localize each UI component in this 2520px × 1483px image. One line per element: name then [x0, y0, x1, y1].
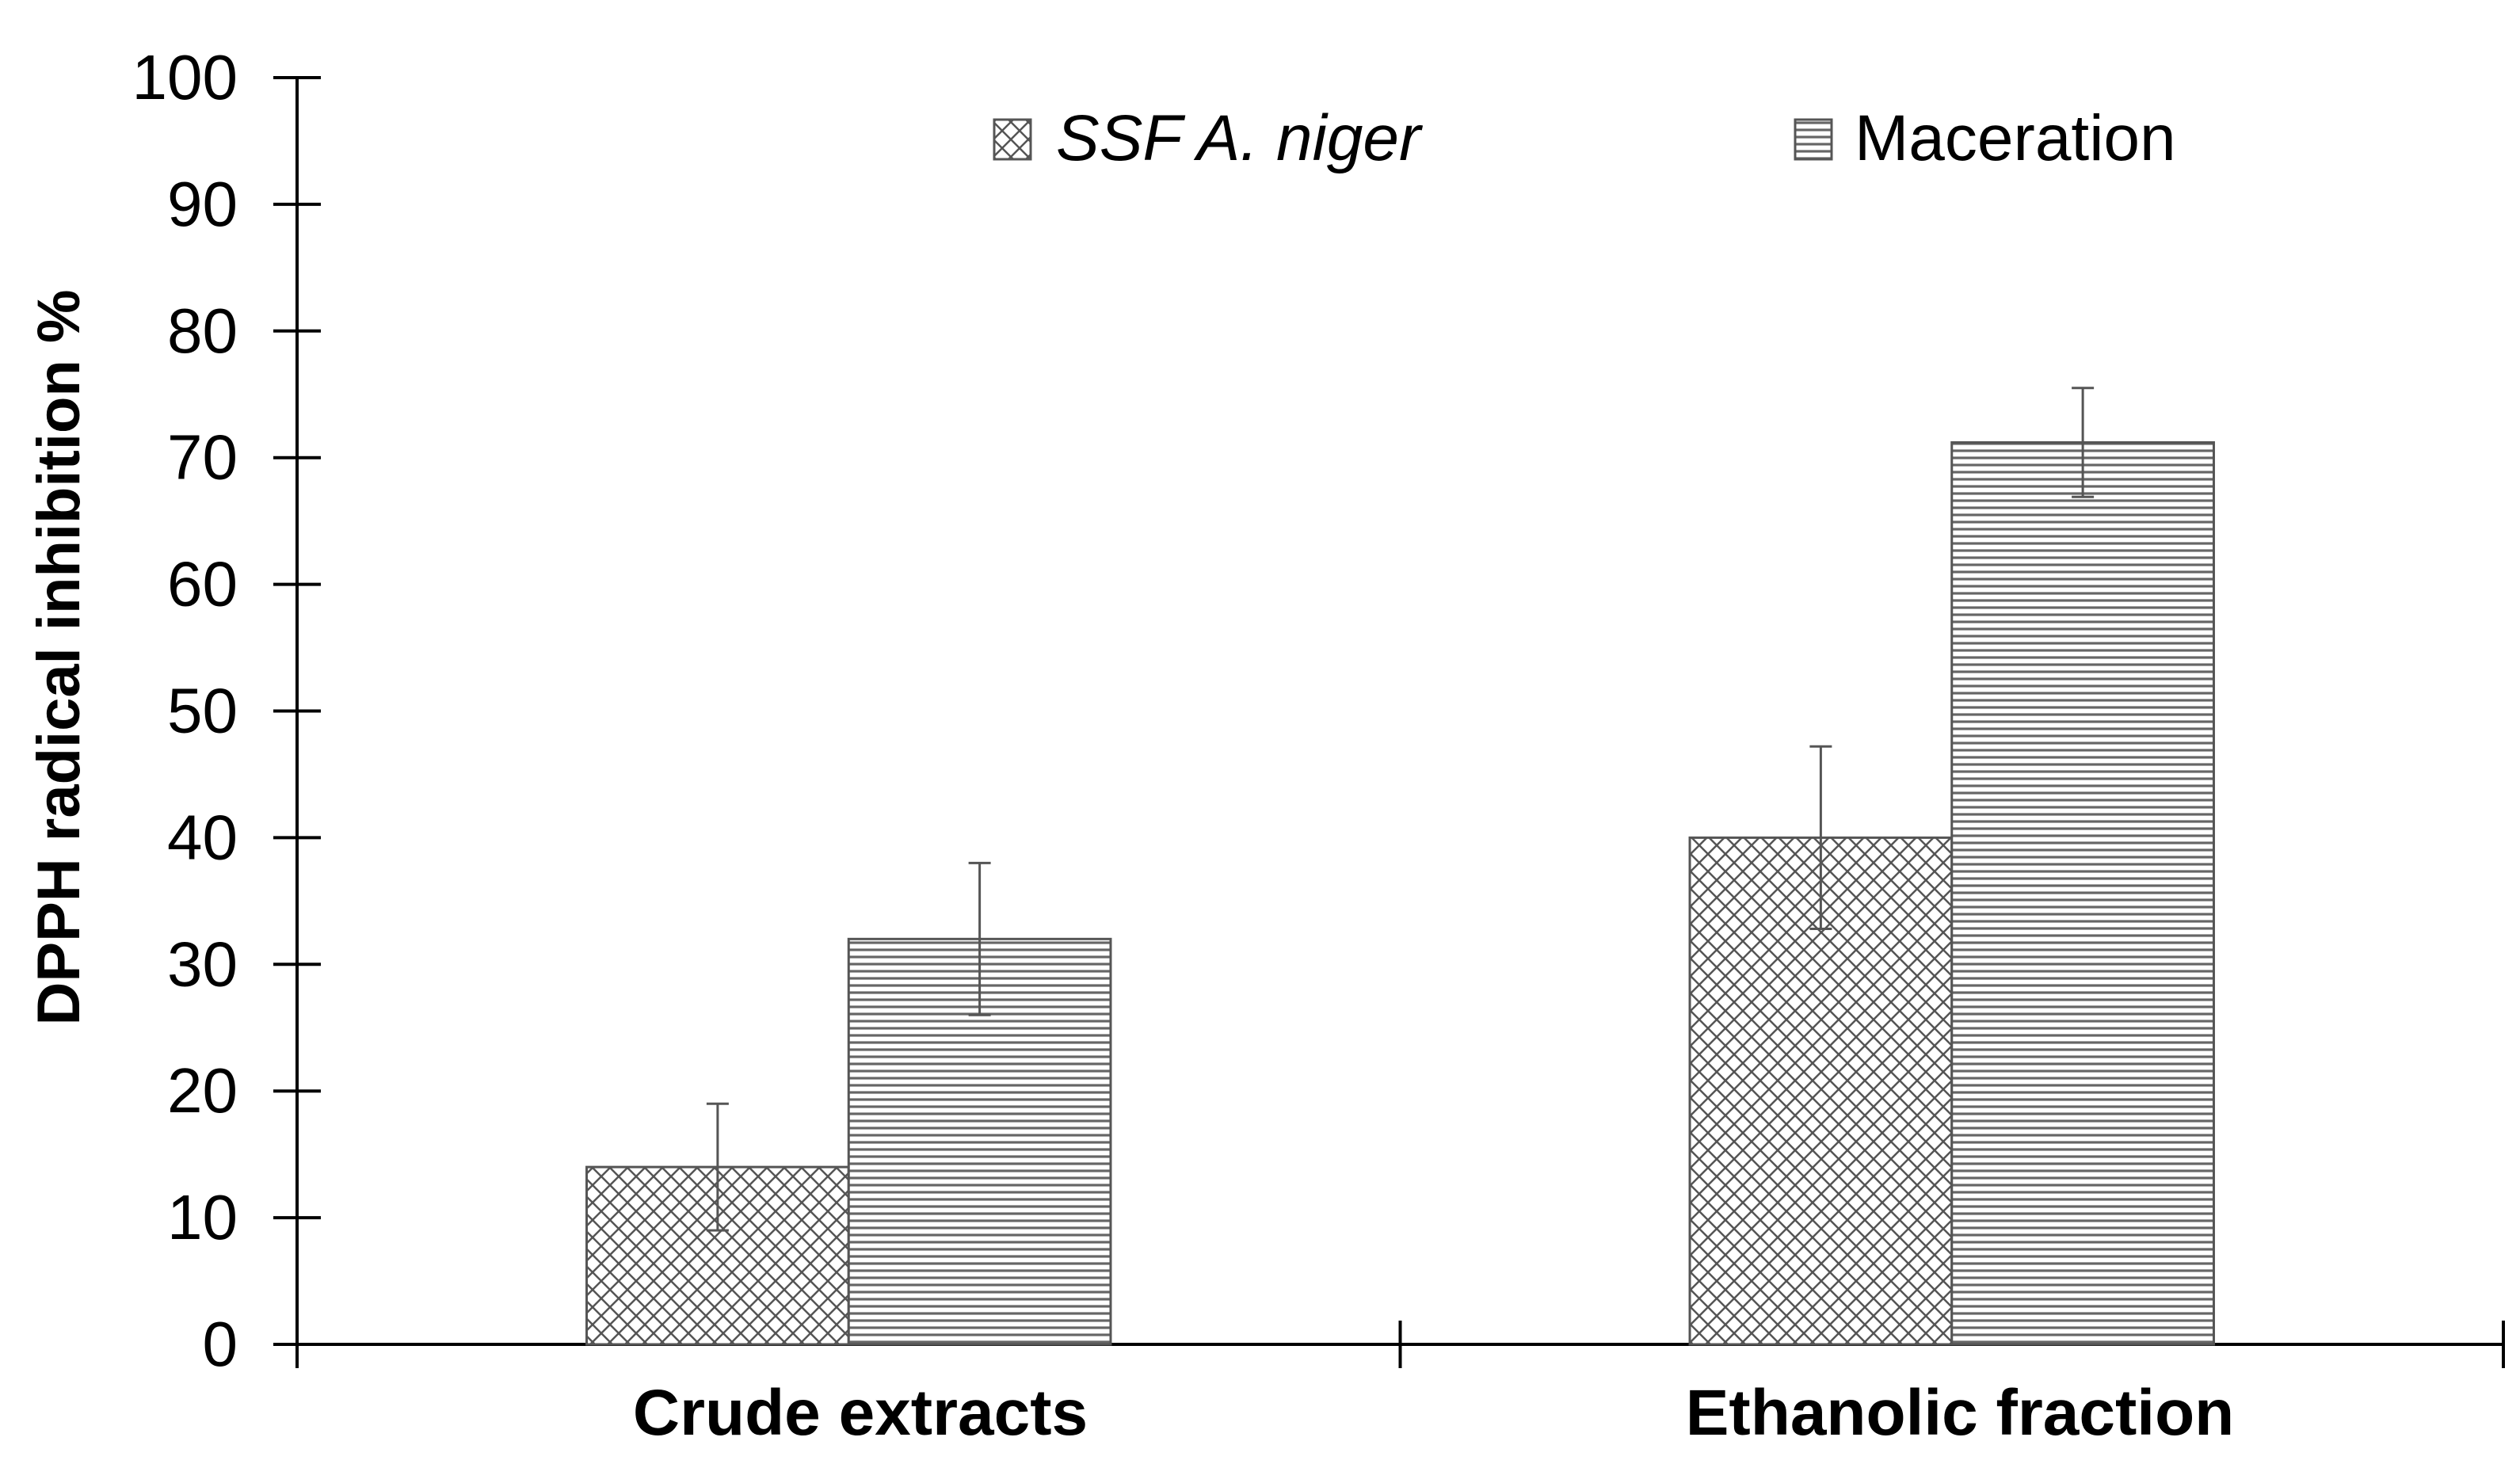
- y-tick-label: 10: [167, 1182, 238, 1252]
- y-tick-label: 40: [167, 802, 238, 872]
- bar-ssf-a-niger-ethanolic-fraction: [1688, 836, 1954, 1346]
- legend-swatch-maceration: [1794, 118, 1833, 161]
- legend-label-maceration: Maceration: [1855, 102, 2176, 174]
- bar-maceration-ethanolic-fraction: [1950, 441, 2215, 1346]
- y-axis-ticks: 0 10 20 30 40 50 60 70 80 90 100: [132, 42, 321, 1379]
- y-tick-label: 30: [167, 928, 238, 999]
- y-tick-label: 0: [203, 1309, 238, 1379]
- y-tick-label: 20: [167, 1055, 238, 1126]
- error-bars-group: [706, 387, 2095, 1232]
- x-tick-label-crude-extracts: Crude extracts: [633, 1377, 1088, 1449]
- y-tick-label: 80: [167, 295, 238, 366]
- legend-swatch-ssf-a-niger: [993, 118, 1032, 161]
- y-tick-label: 70: [167, 422, 238, 493]
- x-axis-ticks: [295, 1321, 2505, 1368]
- y-axis-title: DPPH radical inhibition %: [25, 290, 93, 1026]
- y-tick-label: 50: [167, 676, 238, 746]
- legend: SSF A. niger Maceration: [993, 102, 2176, 174]
- y-tick-label: 90: [167, 169, 238, 239]
- x-tick-label-ethanolic-fraction: Ethanolic fraction: [1686, 1377, 2235, 1449]
- bars-group: [585, 441, 2215, 1346]
- y-tick-label: 60: [167, 549, 238, 620]
- y-tick-label: 100: [132, 42, 238, 112]
- legend-label-ssf-a-niger: SSF A. niger: [1056, 102, 1424, 174]
